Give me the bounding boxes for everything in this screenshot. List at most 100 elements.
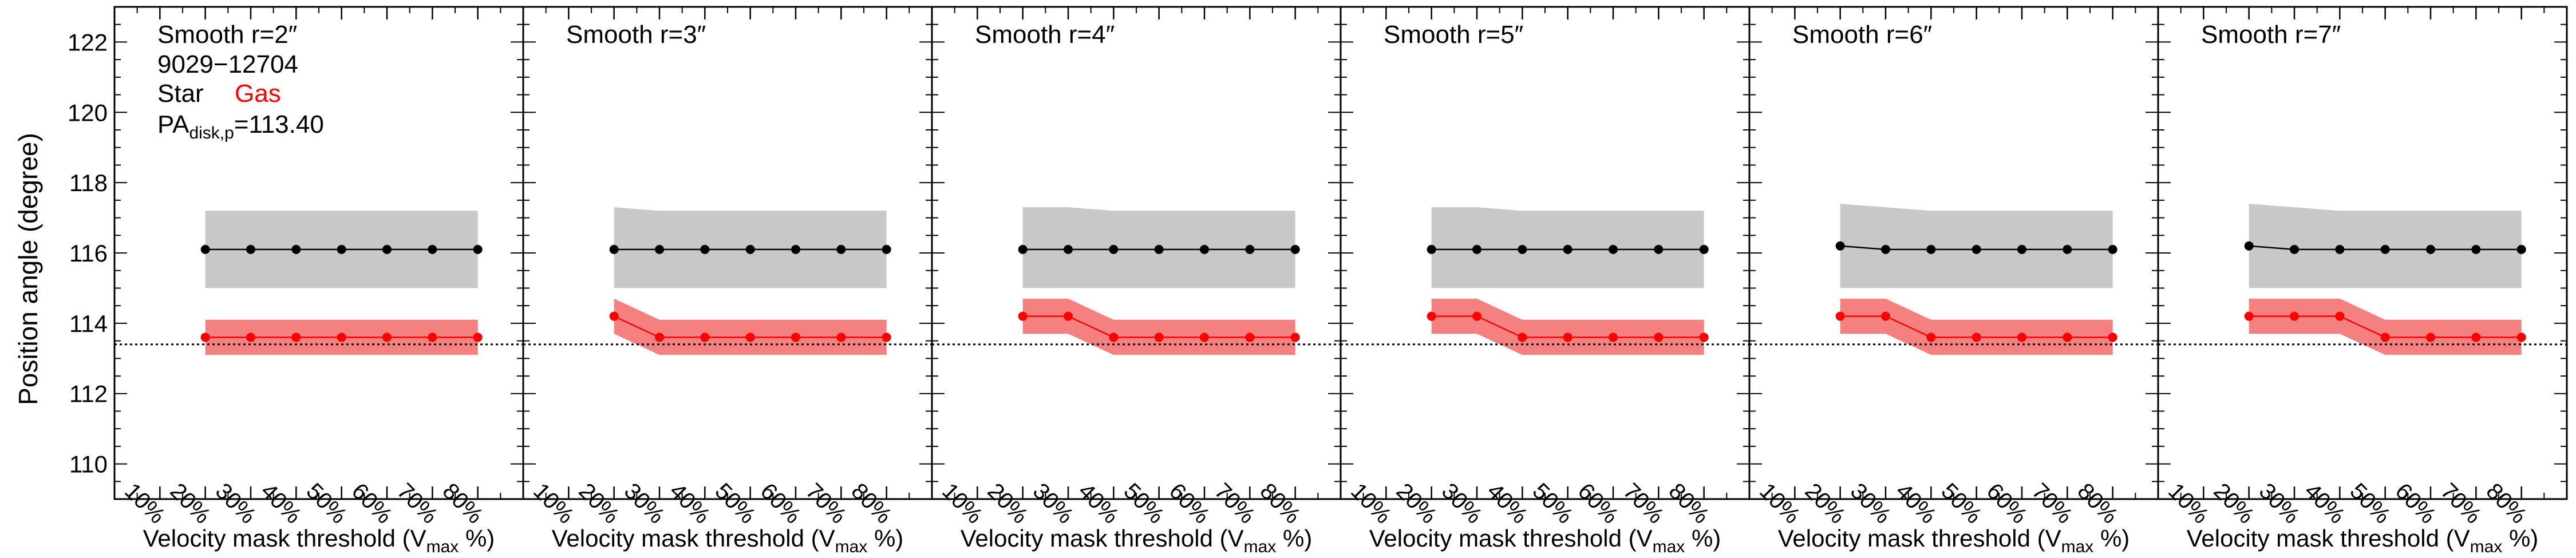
- star-point: [2335, 244, 2345, 254]
- gas-point: [1109, 333, 1119, 342]
- star-point: [2290, 244, 2299, 254]
- star-point: [836, 244, 846, 254]
- gas-uncertainty-band: [1840, 298, 2113, 355]
- gas-point: [1563, 333, 1573, 342]
- star-point: [1200, 244, 1209, 254]
- gas-point: [882, 333, 891, 342]
- star-point: [1926, 244, 1936, 254]
- star-point: [382, 244, 392, 254]
- star-point: [1427, 244, 1436, 254]
- x-tick-label: 20%: [1800, 478, 1850, 529]
- star-point: [1609, 244, 1618, 254]
- x-axis-label-main: Velocity mask threshold (V: [2187, 525, 2470, 552]
- star-point: [1018, 244, 1028, 254]
- x-tick-label: 70%: [1618, 478, 1669, 529]
- x-axis-label-subscript: max: [1244, 537, 1277, 556]
- gas-point: [2017, 333, 2026, 342]
- x-tick-label: 60%: [2391, 478, 2441, 529]
- gas-point: [700, 333, 710, 342]
- star-point: [1835, 241, 1845, 251]
- star-point: [200, 244, 210, 254]
- gas-point: [1926, 333, 1936, 342]
- x-tick-label: 10%: [1755, 478, 1805, 529]
- panels-group: 10%20%30%40%50%60%70%80%1101121141161181…: [68, 6, 2568, 556]
- x-axis-label-main: Velocity mask threshold (V: [552, 525, 835, 552]
- x-tick-label: 50%: [1527, 478, 1578, 529]
- pa-prefix: PA: [157, 110, 189, 138]
- gas-point: [2426, 333, 2435, 342]
- star-point: [1154, 244, 1164, 254]
- star-point: [428, 244, 437, 254]
- x-tick-label: 80%: [2072, 478, 2123, 529]
- x-tick-label: 10%: [2163, 478, 2214, 529]
- star-point: [2471, 244, 2481, 254]
- star-point: [1563, 244, 1573, 254]
- star-point: [473, 244, 483, 254]
- x-tick-label: 30%: [1437, 478, 1487, 529]
- y-tick-label: 118: [69, 169, 108, 196]
- panel-title: Smooth r=4″: [975, 21, 1115, 49]
- x-tick-label: 30%: [211, 478, 261, 529]
- x-tick-label: 60%: [1982, 478, 2032, 529]
- x-axis-label-tail: %): [867, 525, 903, 552]
- panel-title: Smooth r=5″: [1384, 21, 1523, 49]
- x-tick-label: 50%: [1936, 478, 1986, 529]
- x-tick-label: 50%: [1119, 478, 1169, 529]
- star-point: [2017, 244, 2026, 254]
- x-tick-label: 10%: [937, 478, 987, 529]
- gas-uncertainty-band: [1431, 298, 1704, 355]
- star-point: [882, 244, 891, 254]
- x-axis-label-subscript: max: [2470, 537, 2503, 556]
- y-tick-label: 110: [69, 451, 108, 478]
- x-tick-label: 60%: [347, 478, 397, 529]
- x-tick-label: 70%: [801, 478, 851, 529]
- gas-point: [2471, 333, 2481, 342]
- star-point: [2108, 244, 2117, 254]
- x-axis-label: Velocity mask threshold (Vmax %): [143, 525, 495, 556]
- panel-title: Smooth r=6″: [1792, 21, 1932, 49]
- gas-point: [200, 333, 210, 342]
- gas-point: [655, 333, 664, 342]
- star-point: [1472, 244, 1481, 254]
- x-tick-label: 30%: [1028, 478, 1078, 529]
- x-tick-label: 40%: [1891, 478, 1941, 529]
- star-point: [1699, 244, 1709, 254]
- gas-point: [1518, 333, 1527, 342]
- star-point: [2516, 244, 2526, 254]
- x-tick-label: 70%: [2027, 478, 2077, 529]
- panel-6: 10%20%30%40%50%60%70%80% Smooth r=7″ Veloc…: [2157, 6, 2568, 556]
- gas-point: [428, 333, 437, 342]
- x-tick-label: 20%: [574, 478, 624, 529]
- star-point: [2244, 241, 2254, 251]
- x-tick-label: 50%: [301, 478, 351, 529]
- gas-point: [1018, 311, 1028, 321]
- x-tick-label: 10%: [1346, 478, 1396, 529]
- star-point: [2380, 244, 2390, 254]
- gas-point: [1200, 333, 1209, 342]
- star-point: [1518, 244, 1527, 254]
- x-tick-label: 60%: [756, 478, 806, 529]
- gas-uncertainty-band: [1022, 298, 1295, 355]
- x-tick-label: 30%: [1846, 478, 1896, 529]
- x-axis-label-subscript: max: [835, 537, 868, 556]
- x-tick-label: 20%: [1391, 478, 1441, 529]
- x-tick-label: 40%: [665, 478, 715, 529]
- x-tick-label: 80%: [1664, 478, 1714, 529]
- gas-uncertainty-band: [614, 298, 887, 355]
- x-tick-label: 40%: [1482, 478, 1532, 529]
- x-axis-label-tail: %): [2093, 525, 2129, 552]
- x-tick-label: 20%: [982, 478, 1033, 529]
- x-axis-label-main: Velocity mask threshold (V: [1369, 525, 1653, 552]
- star-point: [2063, 244, 2072, 254]
- gas-point: [291, 333, 301, 342]
- x-axis-label: Velocity mask threshold (Vmax %): [961, 525, 1313, 556]
- gas-point: [1064, 311, 1073, 321]
- gas-point: [2290, 311, 2299, 321]
- gas-point: [1699, 333, 1709, 342]
- gas-point: [1154, 333, 1164, 342]
- star-point: [1064, 244, 1073, 254]
- gas-point: [1881, 311, 1890, 321]
- x-tick-label: 40%: [2300, 478, 2350, 529]
- y-tick-label: 112: [69, 381, 108, 407]
